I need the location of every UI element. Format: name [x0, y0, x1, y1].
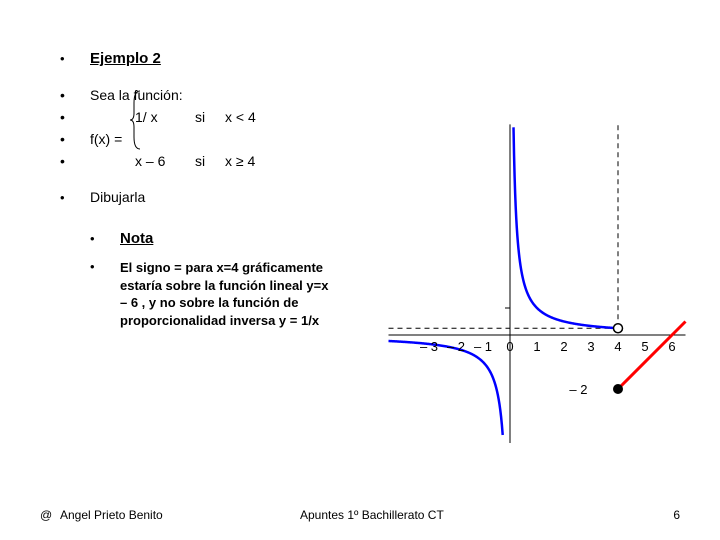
footer-center: Apuntes 1º Bachillerato CT — [260, 508, 650, 522]
svg-text:1: 1 — [533, 339, 540, 354]
func-label: f(x) = — [90, 131, 135, 147]
svg-text:– 3: – 3 — [420, 339, 438, 354]
title-row: • Ejemplo 2 — [60, 50, 720, 67]
example-title: Ejemplo 2 — [90, 50, 161, 67]
bullet: • — [60, 51, 90, 66]
function-chart: – 3 – 2 – 1 0 1 2 3 4 5 6 – 2 — [360, 115, 690, 445]
svg-text:2: 2 — [560, 339, 567, 354]
svg-text:– 1: – 1 — [474, 339, 492, 354]
bullet: • — [60, 153, 90, 169]
svg-text:– 2: – 2 — [569, 382, 587, 397]
svg-text:3: 3 — [587, 339, 594, 354]
bullet: • — [60, 87, 90, 103]
svg-text:4: 4 — [614, 339, 621, 354]
svg-text:5: 5 — [641, 339, 648, 354]
footer: @ Angel Prieto Benito Apuntes 1º Bachill… — [0, 508, 720, 522]
bullet: • — [60, 131, 90, 147]
brace-icon — [130, 89, 142, 151]
branch1-si: si — [195, 109, 225, 125]
branch1-cond: x < 4 — [225, 109, 285, 125]
note-label: Nota — [120, 230, 153, 247]
svg-text:0: 0 — [506, 339, 513, 354]
note-text: El signo = para x=4 gráficamente estaría… — [120, 259, 330, 329]
bullet: • — [90, 231, 120, 246]
svg-text:6: 6 — [668, 339, 675, 354]
svg-text:– 2: – 2 — [447, 339, 465, 354]
branch1-expr: 1/ x — [135, 109, 195, 125]
footer-at: @ — [40, 508, 60, 522]
branch2-cond: x ≥ 4 — [225, 153, 285, 169]
footer-page: 6 — [650, 508, 680, 522]
bullet: • — [60, 109, 90, 125]
bullet: • — [60, 190, 90, 205]
branch2-expr: x – 6 — [135, 153, 195, 169]
branch2-si: si — [195, 153, 225, 169]
draw-text: Dibujarla — [90, 189, 145, 205]
footer-author: Angel Prieto Benito — [60, 508, 260, 522]
bullet: • — [90, 259, 120, 274]
